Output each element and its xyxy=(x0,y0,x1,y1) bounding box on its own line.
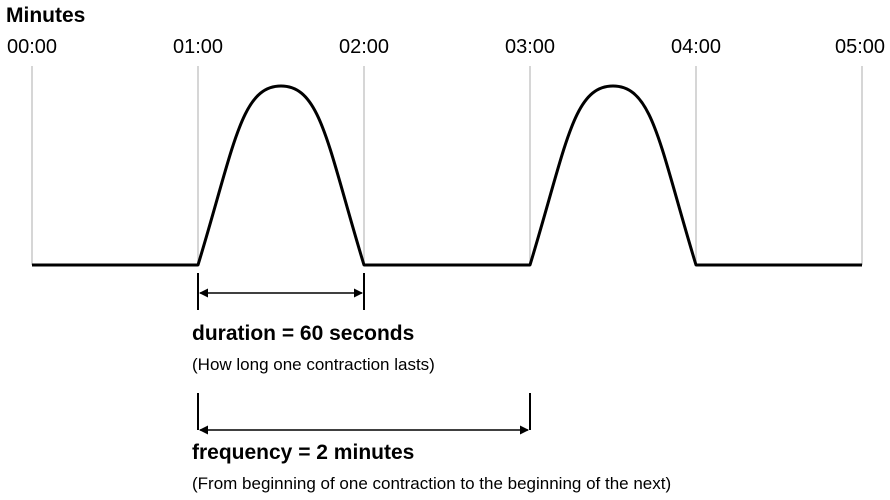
duration-arrowhead-right xyxy=(354,288,363,298)
time-label-0: 00:00 xyxy=(6,36,58,58)
duration-arrowhead-left xyxy=(199,288,208,298)
minute-gridlines xyxy=(31,66,863,265)
time-label-5: 05:00 xyxy=(834,36,886,58)
frequency-arrowhead-right xyxy=(520,425,529,435)
duration-measure xyxy=(197,273,365,310)
time-label-2: 02:00 xyxy=(338,36,390,58)
diagram-title: Minutes xyxy=(6,4,86,27)
frequency-label: frequency = 2 minutes xyxy=(192,441,415,464)
contraction-waveform xyxy=(32,84,862,267)
time-label-4: 04:00 xyxy=(670,36,722,58)
frequency-measure xyxy=(197,393,531,435)
time-label-3: 03:00 xyxy=(504,36,556,58)
duration-label: duration = 60 seconds xyxy=(192,322,415,345)
time-label-1: 01:00 xyxy=(172,36,224,58)
frequency-description: (From beginning of one contraction to th… xyxy=(192,474,672,493)
frequency-arrowhead-left xyxy=(199,425,208,435)
duration-description: (How long one contraction lasts) xyxy=(192,355,435,374)
